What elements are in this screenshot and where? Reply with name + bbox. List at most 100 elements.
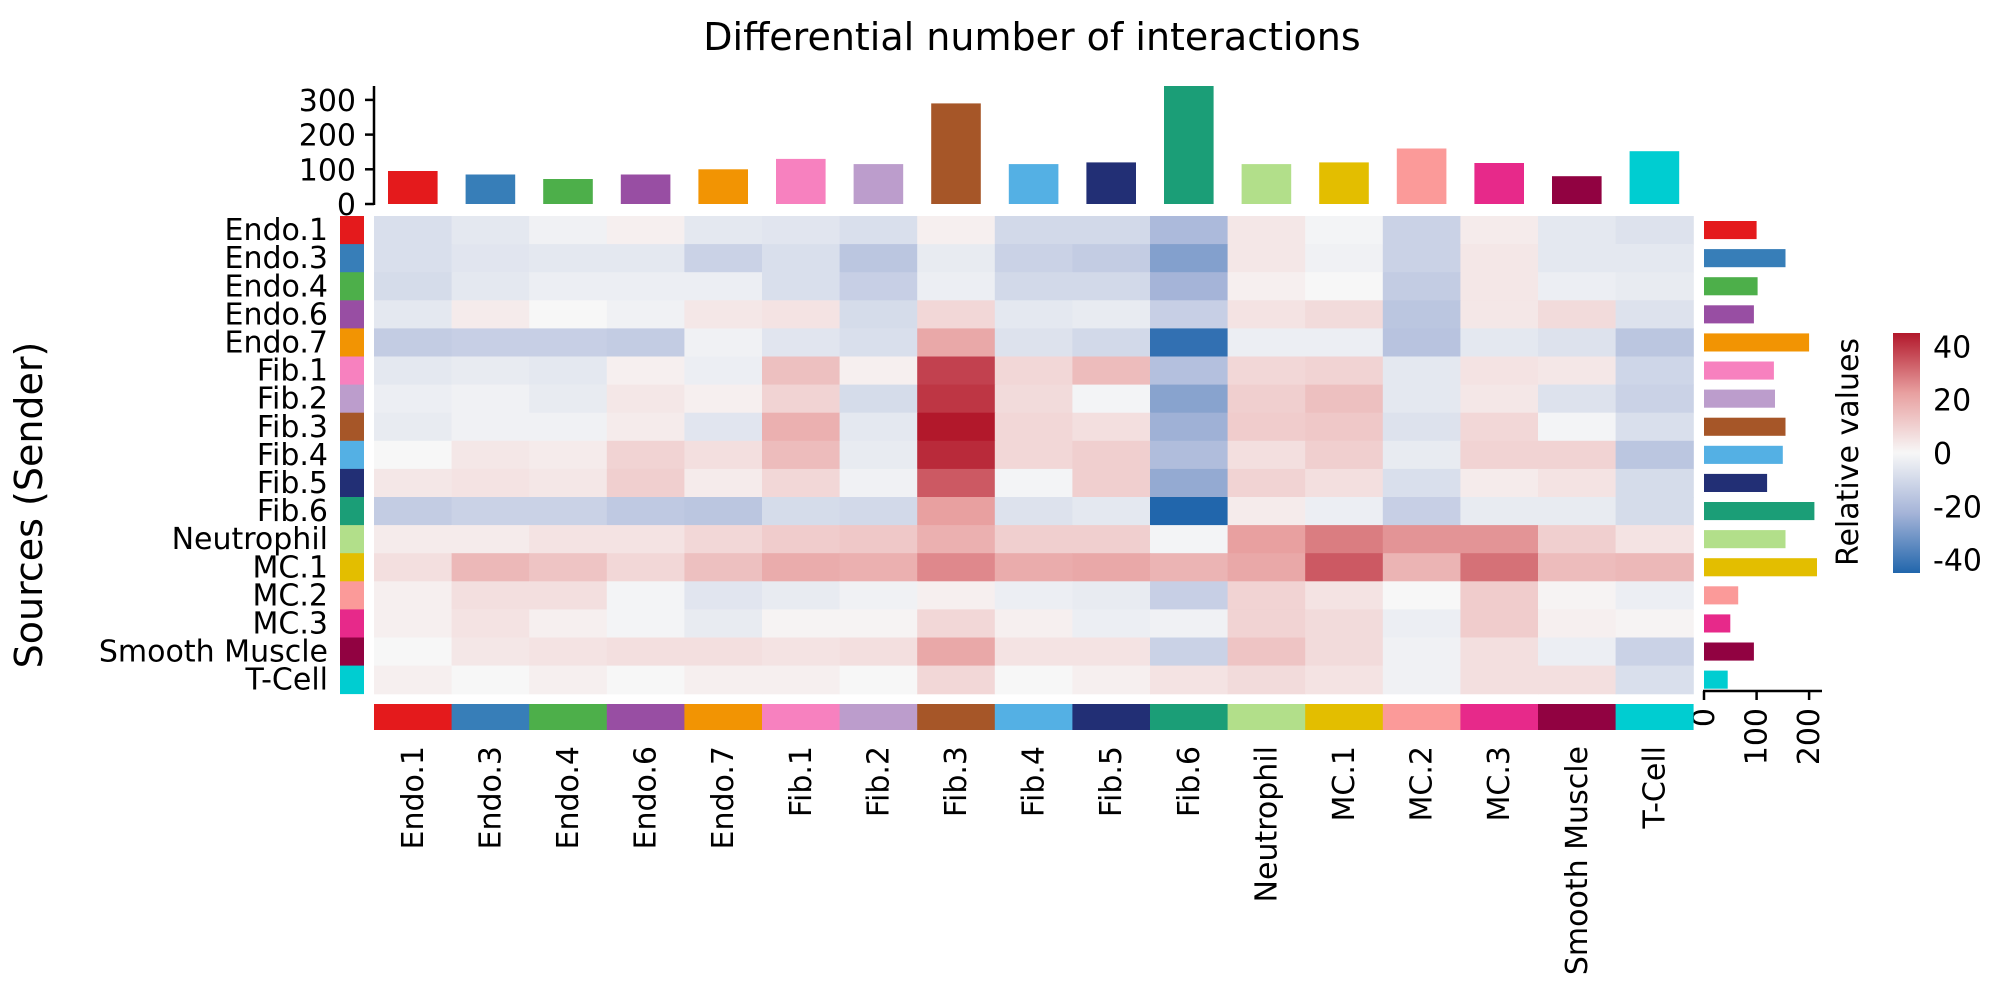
row-color-strip [340, 637, 364, 666]
column-color-strip [451, 704, 530, 730]
heatmap-cell-t-cell-endo-3 [451, 665, 530, 695]
row-label: Smooth Muscle [99, 635, 328, 670]
heatmap-cell-mc-2-mc-1 [1305, 581, 1384, 610]
column-total-bar-fib-3 [931, 103, 981, 204]
row-labels: Endo.1Endo.3Endo.4Endo.6Endo.7Fib.1Fib.2… [99, 213, 364, 698]
heatmap-cell-mc-3-mc-1 [1305, 609, 1384, 639]
heatmap-cell-fib-4-mc-1 [1305, 440, 1384, 470]
heatmap-cell-endo-6-fib-2 [839, 300, 918, 329]
heatmap-cell-mc-2-endo-7 [684, 581, 763, 610]
column-total-bar-fib-4 [1008, 164, 1059, 204]
heatmap-cell-endo-4-endo-3 [451, 272, 530, 301]
heatmap-cell-fib-4-fib-2 [839, 440, 918, 470]
heatmap-cell-endo-3-fib-5 [1072, 244, 1151, 273]
top-bar-tick-label: 300 [299, 84, 356, 119]
heatmap-cell-fib-3-fib-3 [917, 412, 996, 442]
heatmap-cell-smooth-muscle-endo-6 [606, 637, 685, 667]
heatmap-cell-fib-2-fib-2 [839, 384, 918, 414]
heatmap-cell-mc-3-endo-7 [684, 609, 763, 639]
heatmap-cell-mc-1-fib-2 [839, 553, 918, 582]
heatmap-cell-neutrophil-neutrophil [1227, 525, 1306, 554]
row-total-bar-neutrophil [1704, 530, 1786, 549]
heatmap-cell-endo-7-fib-5 [1072, 328, 1151, 358]
heatmap-cell-mc-2-mc-2 [1382, 581, 1461, 610]
heatmap-cell-fib-5-endo-7 [684, 468, 763, 498]
heatmap-cell-mc-2-fib-2 [839, 581, 918, 610]
heatmap-cell-t-cell-fib-5 [1072, 665, 1151, 695]
row-total-bar-fib-2 [1704, 389, 1775, 408]
heatmap-cell-endo-4-fib-3 [917, 272, 996, 301]
heatmap-cell-t-cell-endo-1 [374, 665, 453, 695]
heatmap-cell-fib-5-fib-2 [839, 468, 918, 498]
row-total-bar-mc-2 [1704, 586, 1739, 605]
row-total-bar-mc-3 [1704, 614, 1731, 633]
column-label: MC.2 [1405, 746, 1440, 821]
heatmap-cell-endo-1-mc-1 [1305, 216, 1384, 245]
heatmap-cell-smooth-muscle-fib-5 [1072, 637, 1151, 667]
colorbar-tick-label: -20 [1933, 490, 1982, 525]
heatmap-cell-mc-1-mc-1 [1305, 553, 1384, 582]
row-color-strip [340, 412, 364, 442]
heatmap-cell-mc-1-fib-4 [994, 553, 1073, 582]
heatmap-cell-endo-7-fib-6 [1150, 328, 1229, 358]
column-color-strip [1305, 704, 1384, 730]
row-total-bars: 0 100 200 [1687, 221, 1827, 765]
column-labels: Endo.1 Endo.3 Endo.4 Endo.6 Endo.7 Fib.1 Fib.2… [374, 704, 1694, 975]
heatmap-cell-fib-3-fib-1 [762, 412, 841, 442]
heatmap-cell-smooth-muscle-endo-4 [529, 637, 608, 667]
column-color-strip [839, 704, 918, 730]
heatmap-cell-fib-3-smooth-muscle [1538, 412, 1617, 442]
heatmap-cell-endo-4-fib-2 [839, 272, 918, 301]
heatmap-cell-fib-5-endo-6 [606, 468, 685, 498]
heatmap-cell-endo-1-fib-2 [839, 216, 918, 245]
heatmap-cell-neutrophil-mc-2 [1382, 525, 1461, 554]
heatmap-cell-neutrophil-t-cell [1615, 525, 1694, 554]
row-label: Fib.4 [257, 438, 328, 473]
heatmap-cell-endo-1-endo-7 [684, 216, 763, 245]
right-bar-tick-label: 0 [1687, 708, 1722, 727]
heatmap-cell-mc-1-endo-3 [451, 553, 530, 582]
heatmap-cell-fib-6-endo-4 [529, 497, 608, 526]
heatmap-cell-neutrophil-endo-7 [684, 525, 763, 554]
heatmap-cell-endo-3-t-cell [1615, 244, 1694, 273]
heatmap-cell-fib-4-neutrophil [1227, 440, 1306, 470]
row-color-strip [340, 609, 364, 638]
heatmap-cell-fib-2-endo-6 [606, 384, 685, 414]
heatmap-cell-fib-2-smooth-muscle [1538, 384, 1617, 414]
heatmap-cell-fib-2-endo-7 [684, 384, 763, 414]
heatmap-cell-fib-6-mc-2 [1382, 497, 1461, 526]
heatmap-cell-fib-5-fib-3 [917, 468, 996, 498]
row-color-strip [340, 300, 364, 329]
heatmap-cell-smooth-muscle-fib-6 [1150, 637, 1229, 667]
row-label: MC.3 [253, 607, 328, 642]
row-color-strip [340, 244, 364, 273]
heatmap-cell-fib-3-neutrophil [1227, 412, 1306, 442]
heatmap-cell-neutrophil-mc-1 [1305, 525, 1384, 554]
heatmap-cell-neutrophil-smooth-muscle [1538, 525, 1617, 554]
chart-title: Differential number of interactions [703, 15, 1360, 59]
heatmap-cell-mc-3-fib-1 [762, 609, 841, 639]
column-label: MC.3 [1482, 746, 1517, 821]
heatmap-cell-endo-1-fib-4 [994, 216, 1073, 245]
heatmap-cell-smooth-muscle-t-cell [1615, 637, 1694, 667]
row-color-strip [340, 553, 364, 582]
heatmap-cell-t-cell-fib-1 [762, 665, 841, 695]
heatmap-cell-endo-4-mc-1 [1305, 272, 1384, 301]
heatmap-cell-smooth-muscle-fib-3 [917, 637, 996, 667]
heatmap-cell-smooth-muscle-mc-2 [1382, 637, 1461, 667]
heatmap-cell-fib-5-mc-3 [1460, 468, 1539, 498]
heatmap-cell-fib-6-endo-1 [374, 497, 453, 526]
heatmap-cell-endo-6-endo-4 [529, 300, 608, 329]
heatmap-cell-fib-6-mc-1 [1305, 497, 1384, 526]
row-total-bar-fib-1 [1704, 361, 1774, 380]
column-color-strip [374, 704, 452, 730]
heatmap-cell-mc-3-fib-6 [1150, 609, 1229, 639]
heatmap-cell-endo-7-t-cell [1615, 328, 1694, 358]
heatmap-cell-fib-4-endo-1 [374, 440, 453, 470]
heatmap-cell-fib-1-fib-5 [1072, 356, 1151, 386]
column-total-bar-endo-3 [465, 174, 516, 204]
heatmap-cell-fib-4-fib-6 [1150, 440, 1229, 470]
column-total-bar-endo-6 [620, 174, 671, 204]
heatmap-cell-endo-1-fib-5 [1072, 216, 1151, 245]
